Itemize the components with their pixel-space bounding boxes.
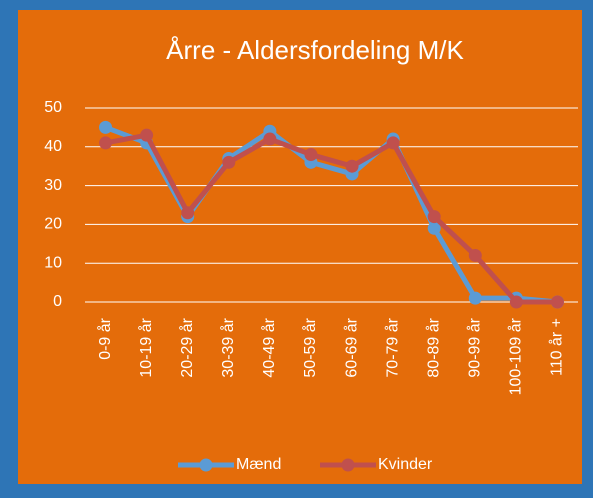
marker	[427, 210, 441, 224]
chart-title: Årre - Aldersfordeling M/K	[166, 35, 464, 65]
marker	[509, 295, 523, 309]
x-tick-label: 100-109 år	[507, 317, 525, 395]
x-tick-label: 30-39 år	[219, 317, 237, 377]
x-tick-label: 90-99 år	[466, 317, 484, 377]
marker	[345, 159, 359, 173]
marker	[427, 221, 441, 235]
x-tick-label: 50-59 år	[301, 317, 319, 377]
marker	[304, 148, 318, 162]
y-tick-label: 0	[53, 293, 62, 310]
marker	[468, 248, 482, 262]
marker	[263, 132, 277, 146]
marker	[99, 136, 113, 150]
legend-marker	[199, 458, 213, 472]
x-tick-label: 0-9 år	[96, 317, 114, 359]
x-tick-label: 10-19 år	[137, 317, 155, 377]
legend-label: Mænd	[236, 456, 281, 473]
chart-area	[18, 10, 582, 484]
y-tick-label: 20	[44, 216, 62, 233]
y-tick-label: 50	[44, 99, 62, 116]
x-tick-label: 20-29 år	[178, 317, 196, 377]
marker	[99, 120, 113, 134]
marker	[140, 128, 154, 142]
marker	[222, 155, 236, 169]
x-tick-label: 60-69 år	[342, 317, 360, 377]
x-tick-label: 70-79 år	[383, 317, 401, 377]
series-line	[105, 132, 558, 305]
marker	[468, 291, 482, 305]
marker	[386, 136, 400, 150]
marker	[550, 295, 564, 309]
x-tick-label: 40-49 år	[260, 317, 278, 377]
y-tick-label: 10	[44, 254, 62, 271]
x-tick-label: 110 år +	[548, 318, 566, 376]
legend-marker	[341, 458, 355, 472]
x-tick-label: 80-89 år	[424, 317, 442, 377]
y-tick-label: 40	[44, 138, 62, 155]
legend-label: Kvinder	[378, 456, 433, 473]
marker	[181, 206, 195, 220]
y-tick-label: 30	[44, 177, 62, 194]
